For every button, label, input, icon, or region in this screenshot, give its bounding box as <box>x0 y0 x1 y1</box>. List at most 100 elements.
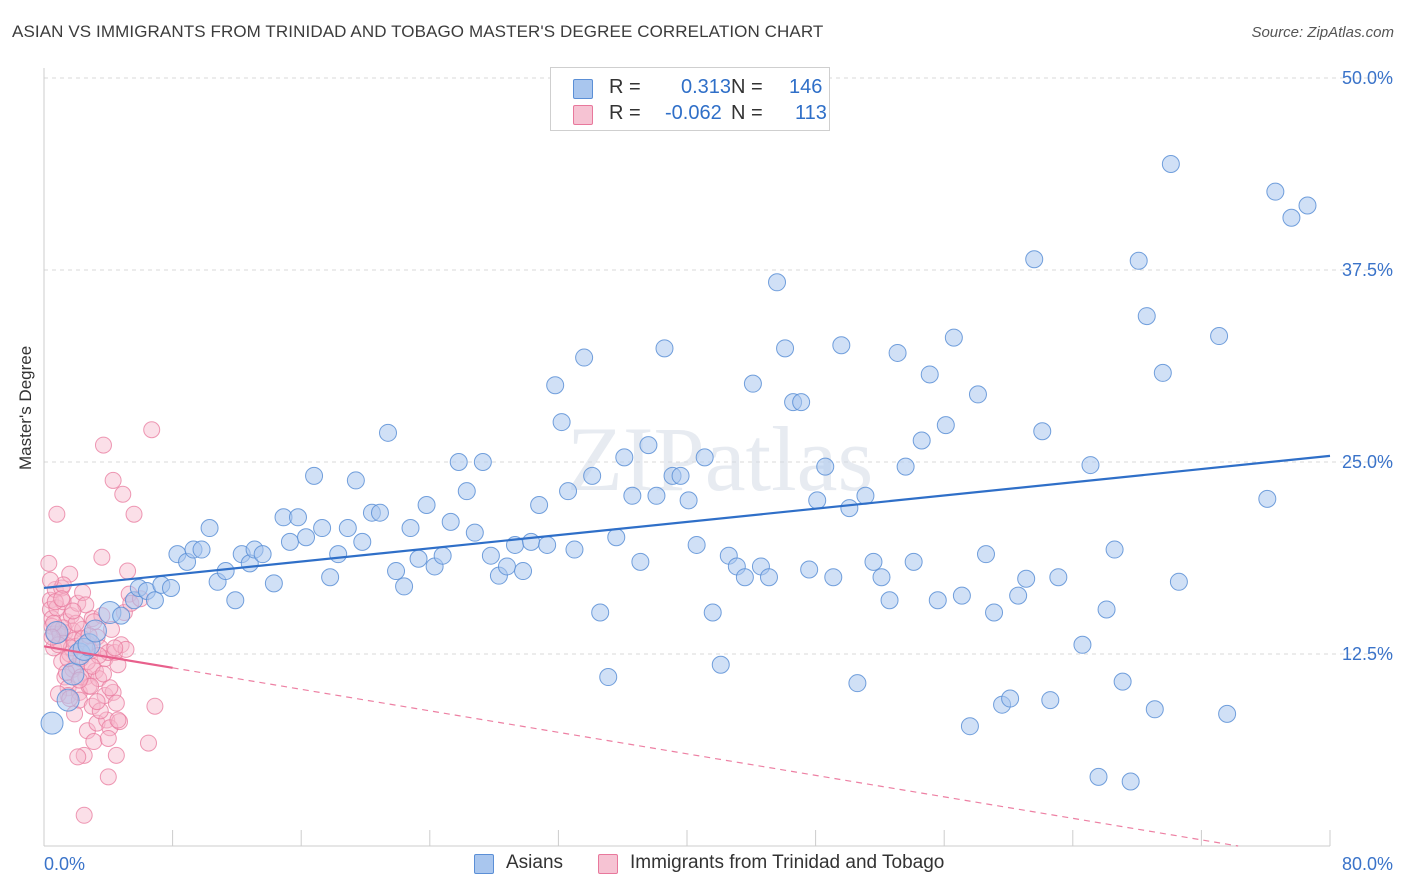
asian-point <box>848 674 867 693</box>
tt-point <box>75 806 93 824</box>
asian-point <box>565 540 584 559</box>
asian-point <box>313 519 332 538</box>
asian-point <box>776 339 795 358</box>
asian-point <box>1113 672 1132 691</box>
asian-point <box>338 519 357 538</box>
tt-point <box>94 436 112 454</box>
asian-point <box>1089 767 1108 786</box>
asian-point <box>497 557 516 576</box>
asian-point <box>671 466 690 485</box>
asian-point <box>856 486 875 505</box>
asian-point <box>1009 586 1028 605</box>
asian-trend-line <box>43 454 1331 590</box>
asian-point <box>936 416 955 435</box>
asian-point <box>409 549 428 568</box>
asian-point <box>457 482 476 501</box>
tt-point <box>125 505 143 523</box>
asian-point <box>808 491 827 510</box>
asian-point <box>928 591 947 610</box>
asian-point <box>759 568 778 587</box>
source-label: Source: ZipAtlas.com <box>1251 24 1394 41</box>
tt-point <box>114 485 132 503</box>
asian-point <box>1169 572 1188 591</box>
asian-point <box>864 552 883 571</box>
asian-point <box>253 545 272 564</box>
asian-point <box>840 499 859 518</box>
asian-point <box>1073 635 1092 654</box>
asian-point <box>639 436 658 455</box>
tt-point <box>91 702 109 720</box>
asian-point <box>960 717 979 736</box>
asian-point <box>687 535 706 554</box>
asian-point <box>1049 568 1068 587</box>
legend-r-label: R = <box>609 102 641 124</box>
asian-point <box>880 591 899 610</box>
tt-point <box>40 554 58 572</box>
asian-point <box>944 328 963 347</box>
asian-point <box>816 457 835 476</box>
asian-point <box>40 711 64 735</box>
asian-point <box>1282 208 1301 227</box>
asian-point <box>112 606 131 625</box>
tt-point <box>99 729 117 747</box>
asian-point <box>401 519 420 538</box>
y-tick-label: 37.5% <box>1342 260 1393 280</box>
asian-point <box>1153 363 1172 382</box>
asian-point <box>538 535 557 554</box>
asian-point <box>379 423 398 442</box>
tt-point <box>107 694 125 712</box>
asian-point <box>623 486 642 505</box>
tt-trend-line <box>43 645 173 669</box>
asian-point <box>1025 250 1044 269</box>
asian-point <box>1017 569 1036 588</box>
asian-point <box>695 448 714 467</box>
y-tick-label: 12.5% <box>1342 644 1393 664</box>
asian-point <box>912 431 931 450</box>
asian-point <box>1298 196 1317 215</box>
legend-r-value: -0.062 <box>665 102 722 124</box>
asian-point <box>896 457 915 476</box>
asian-point <box>353 532 372 551</box>
tt-point <box>94 665 112 683</box>
tt-point <box>69 748 87 766</box>
asian-point <box>145 591 164 610</box>
asian-point <box>200 519 219 538</box>
legend-n-label: N = <box>731 76 763 98</box>
asian-point <box>743 374 762 393</box>
tt-point <box>64 602 82 620</box>
trend-layer <box>43 454 1331 847</box>
asian-point <box>1145 700 1164 719</box>
y-tick-label: 25.0% <box>1342 452 1393 472</box>
asian-point <box>465 523 484 542</box>
asian-point <box>985 603 1004 622</box>
asian-point <box>559 482 578 501</box>
asian-swatch <box>573 79 593 99</box>
tt-point <box>119 562 137 580</box>
asian-point <box>395 577 414 596</box>
asian-point <box>1121 772 1140 791</box>
tt-point <box>88 693 106 711</box>
tick-labels: 12.5% 25.0% 37.5% 50.0% 0.0% 80.0% <box>44 68 1393 874</box>
asian-point <box>1218 704 1237 723</box>
tt-point <box>139 734 157 752</box>
asian-point <box>655 339 674 358</box>
asian-point <box>920 365 939 384</box>
y-tick-label: 50.0% <box>1342 68 1393 88</box>
asian-point <box>433 546 452 565</box>
asian-legend-swatch <box>474 854 494 874</box>
x-tick-label-max: 80.0% <box>1342 854 1393 874</box>
asian-point <box>264 574 283 593</box>
asian-point <box>591 603 610 622</box>
asian-point <box>473 453 492 471</box>
asian-point <box>226 591 245 610</box>
asian-point <box>607 528 626 547</box>
legend-r-label: R = <box>609 76 641 98</box>
asian-point <box>1041 691 1060 710</box>
asian-point <box>321 568 340 587</box>
asian-point <box>888 343 907 362</box>
tt-point <box>61 565 79 583</box>
asian-point <box>768 273 787 292</box>
asian-point <box>1081 456 1100 475</box>
chart-title: ASIAN VS IMMIGRANTS FROM TRINIDAD AND TO… <box>12 22 824 41</box>
asian-point <box>370 503 389 522</box>
